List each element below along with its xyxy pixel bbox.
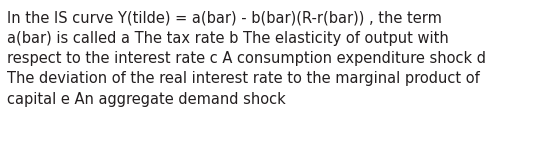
- Text: In the IS curve Y(tilde) = a(bar) - b(bar)(R-r(bar)) , the term
a(bar) is called: In the IS curve Y(tilde) = a(bar) - b(ba…: [7, 10, 485, 107]
